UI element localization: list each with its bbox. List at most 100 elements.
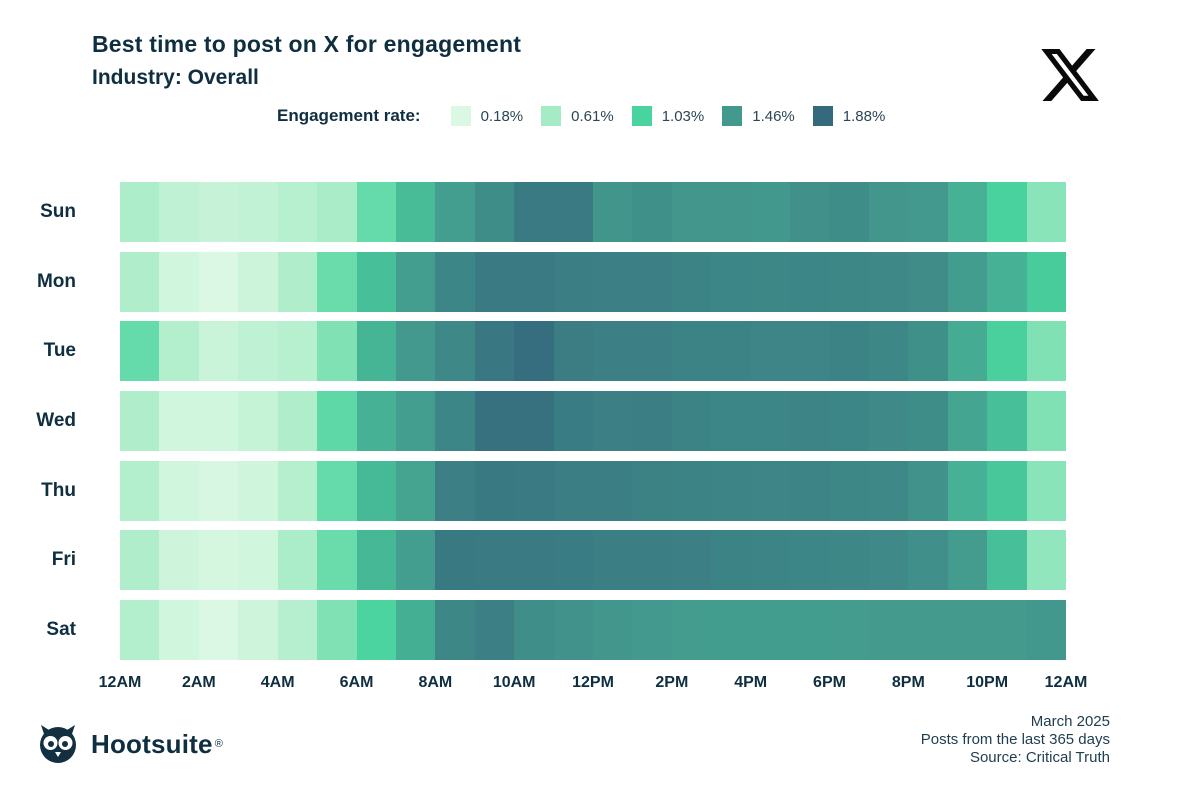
day-labels: Sun Mon Tue Wed Thu Fri Sat bbox=[0, 182, 76, 660]
day-label: Mon bbox=[36, 270, 76, 292]
legend: Engagement rate: 0.18% 0.61% 1.03% 1.46% 1.8… bbox=[277, 106, 885, 126]
heatmap-cell bbox=[593, 182, 633, 242]
heatmap-cell bbox=[514, 182, 554, 242]
heatmap-cell bbox=[356, 391, 396, 452]
heatmap-cell bbox=[514, 530, 554, 591]
legend-item: 1.88% bbox=[812, 106, 886, 126]
day-label: Thu bbox=[41, 479, 76, 501]
heatmap-cell bbox=[632, 251, 672, 312]
heatmap-cell bbox=[356, 182, 396, 242]
heatmap-cell bbox=[790, 460, 830, 521]
x-logo-badge bbox=[1013, 18, 1127, 132]
heatmap-cell bbox=[120, 321, 160, 382]
heatmap-cell bbox=[198, 251, 239, 312]
x-axis-tick: 6AM bbox=[339, 674, 374, 691]
heatmap-cell bbox=[514, 600, 554, 661]
heatmap-cell bbox=[908, 321, 948, 382]
heatmap-cell bbox=[790, 600, 830, 661]
heatmap-cell bbox=[829, 600, 870, 661]
legend-value-label: 0.18% bbox=[480, 107, 524, 125]
heatmap-cell bbox=[474, 251, 515, 312]
heatmap-cell bbox=[277, 600, 318, 661]
heatmap-cell bbox=[790, 251, 830, 312]
registered-mark: ® bbox=[214, 738, 223, 750]
heatmap-cell bbox=[593, 460, 633, 521]
brand-lockup: Hootsuite ® bbox=[34, 720, 223, 768]
heatmap-cell bbox=[474, 391, 515, 452]
heatmap-cell bbox=[1026, 321, 1067, 382]
x-logo-icon bbox=[1041, 49, 1099, 101]
heatmap-cell bbox=[750, 391, 791, 452]
heatmap-cell bbox=[238, 182, 278, 242]
day-label: Sun bbox=[40, 201, 76, 222]
heatmap-cell bbox=[869, 251, 909, 312]
legend-value-label: 1.88% bbox=[842, 107, 886, 125]
heatmap-row-tue bbox=[120, 321, 1067, 382]
heatmap-cell bbox=[198, 321, 239, 382]
heatmap-cell bbox=[1026, 600, 1067, 661]
heatmap-cell bbox=[317, 460, 357, 521]
heatmap-cell bbox=[474, 460, 515, 521]
heatmap-cell bbox=[947, 391, 988, 452]
heatmap-cell bbox=[711, 460, 751, 521]
heatmap-cell bbox=[987, 182, 1027, 242]
heatmap-cell bbox=[1026, 251, 1067, 312]
heatmap-cell bbox=[829, 182, 870, 242]
legend-swatch bbox=[722, 106, 743, 126]
x-axis-tick: 12PM bbox=[572, 674, 614, 691]
heatmap-cell bbox=[277, 321, 318, 382]
heatmap-row-sun bbox=[120, 182, 1067, 242]
heatmap-cell bbox=[593, 251, 633, 312]
heatmap-cell bbox=[159, 391, 199, 452]
x-axis-tick: 8AM bbox=[418, 674, 453, 691]
heatmap-cell bbox=[750, 600, 791, 661]
heatmap-cell bbox=[120, 391, 160, 452]
heatmap-cell bbox=[356, 321, 396, 382]
legend-swatch bbox=[450, 106, 471, 126]
heatmap-cell bbox=[671, 460, 712, 521]
heatmap-cell bbox=[1026, 530, 1067, 591]
heatmap-cell bbox=[869, 182, 909, 242]
x-axis-tick: 10AM bbox=[492, 674, 536, 691]
heatmap-cell bbox=[277, 391, 318, 452]
heatmap-cell bbox=[238, 321, 278, 382]
heatmap-cell bbox=[395, 530, 436, 591]
heatmap-cell bbox=[1026, 391, 1067, 452]
heatmap-cell bbox=[395, 182, 436, 242]
heatmap-cell bbox=[829, 321, 870, 382]
heatmap-cell bbox=[671, 600, 712, 661]
heatmap-cell bbox=[198, 391, 239, 452]
heatmap-cell bbox=[869, 530, 909, 591]
heatmap-cell bbox=[908, 530, 948, 591]
heatmap-cell bbox=[474, 530, 515, 591]
heatmap-cell bbox=[395, 391, 436, 452]
heatmap-cell bbox=[829, 251, 870, 312]
heatmap-cell bbox=[435, 460, 475, 521]
heatmap-cell bbox=[474, 600, 515, 661]
heatmap-grid bbox=[120, 182, 1067, 661]
heatmap-cell bbox=[869, 600, 909, 661]
legend-value-label: 1.03% bbox=[661, 107, 705, 125]
heatmap-cell bbox=[435, 321, 475, 382]
legend-title: Engagement rate: bbox=[277, 106, 421, 125]
heatmap-cell bbox=[987, 391, 1027, 452]
heatmap-cell bbox=[593, 321, 633, 382]
heatmap-cell bbox=[750, 530, 791, 591]
legend-item: 1.03% bbox=[631, 106, 705, 126]
heatmap-cell bbox=[987, 600, 1027, 661]
heatmap-cell bbox=[632, 391, 672, 452]
heatmap-cell bbox=[159, 600, 199, 661]
heatmap-cell bbox=[671, 182, 712, 242]
heatmap-cell bbox=[908, 391, 948, 452]
heatmap-cell bbox=[514, 321, 554, 382]
heatmap-cell bbox=[553, 600, 594, 661]
heatmap-row-fri bbox=[120, 530, 1067, 591]
heatmap-cell bbox=[632, 321, 672, 382]
x-axis-tick: 2PM bbox=[655, 674, 689, 691]
heatmap-cell bbox=[987, 530, 1027, 591]
heatmap-cell bbox=[435, 182, 475, 242]
heatmap-cell bbox=[198, 530, 239, 591]
day-label: Tue bbox=[43, 340, 76, 362]
heatmap-cell bbox=[947, 321, 988, 382]
heatmap-cell bbox=[514, 391, 554, 452]
